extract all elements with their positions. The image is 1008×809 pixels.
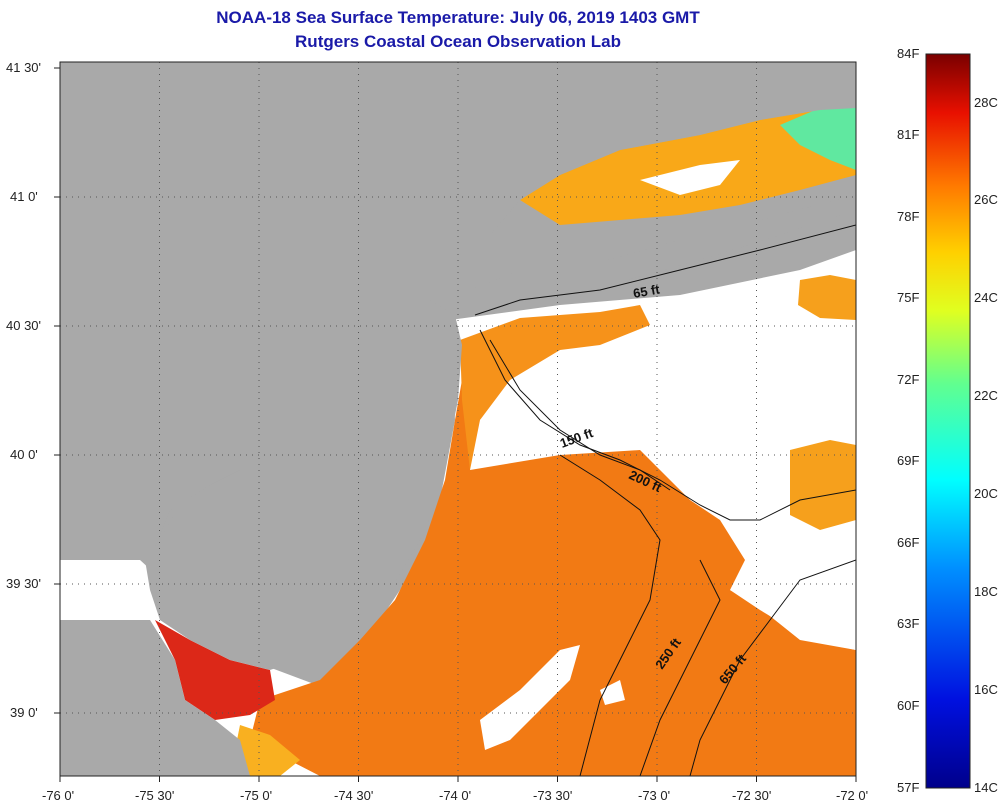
cb-c-label: 28C <box>974 95 998 110</box>
warm-water-region <box>250 345 856 776</box>
lon-tick: -72 30' <box>732 788 771 803</box>
cb-c-label: 22C <box>974 388 998 403</box>
delaware-bay-water <box>155 620 275 720</box>
cb-f-label: 84F <box>897 46 919 61</box>
cb-f-label: 81F <box>897 127 919 142</box>
map-title: NOAA-18 Sea Surface Temperature: July 06… <box>216 8 700 27</box>
cb-c-label: 26C <box>974 192 998 207</box>
cb-c-label: 24C <box>974 290 998 305</box>
lon-tick: -72 0' <box>836 788 868 803</box>
bathymetry-contours <box>474 224 856 776</box>
grid-lines <box>60 62 856 776</box>
axis-ticks <box>54 67 857 782</box>
depth-label: 65 ft <box>632 281 662 301</box>
cb-c-label: 16C <box>974 682 998 697</box>
lon-tick: -73 30' <box>533 788 572 803</box>
cb-f-label: 60F <box>897 698 919 713</box>
east-warm-patch <box>790 440 856 530</box>
east-warm-patch-2 <box>798 275 856 320</box>
cloud-south-2 <box>600 680 625 705</box>
colorbar-fahrenheit-labels: 84F 81F 78F 75F 72F 69F 66F 63F 60F 57F <box>897 46 919 795</box>
lon-tick: -75 0' <box>240 788 272 803</box>
cloud-south-1 <box>480 645 580 750</box>
lon-tick: -76 0' <box>42 788 74 803</box>
lon-tick: -75 30' <box>135 788 174 803</box>
lat-tick: 41 30' <box>6 60 41 75</box>
new-jersey-land <box>60 62 520 670</box>
cb-f-label: 72F <box>897 372 919 387</box>
connecticut-land <box>470 62 856 250</box>
lat-tick: 40 0' <box>10 447 38 462</box>
delaware-bay-mouth <box>235 725 300 776</box>
cloud-center <box>480 290 856 480</box>
lat-tick: 39 30' <box>6 576 41 591</box>
delmarva-land <box>60 620 250 776</box>
cb-f-label: 69F <box>897 453 919 468</box>
lat-tick: 41 0' <box>10 189 38 204</box>
cloud-east <box>730 585 856 650</box>
lon-tick: -73 0' <box>638 788 670 803</box>
cb-f-label: 57F <box>897 780 919 795</box>
sound-cloud <box>640 160 740 195</box>
lon-tick: -74 0' <box>439 788 471 803</box>
lon-tick: -74 30' <box>334 788 373 803</box>
sound-cool-water <box>780 108 856 170</box>
map-subtitle: Rutgers Coastal Ocean Observation Lab <box>295 32 621 51</box>
cb-f-label: 63F <box>897 616 919 631</box>
longitude-labels: -76 0' -75 30' -75 0' -74 30' -74 0' -73… <box>42 788 868 803</box>
lat-tick: 40 30' <box>6 318 41 333</box>
colorbar <box>925 53 971 789</box>
warm-water-north <box>460 305 650 470</box>
latitude-labels: 41 30' 41 0' 40 30' 40 0' 39 30' 39 0' <box>6 60 41 720</box>
colorbar-celsius-labels: 28C 26C 24C 22C 20C 18C 16C 14C <box>974 95 998 795</box>
cb-f-label: 75F <box>897 290 919 305</box>
cb-c-label: 18C <box>974 584 998 599</box>
cb-f-label: 66F <box>897 535 919 550</box>
cb-f-label: 78F <box>897 209 919 224</box>
lat-tick: 39 0' <box>10 705 38 720</box>
cb-c-label: 14C <box>974 780 998 795</box>
sound-water <box>520 108 856 225</box>
cb-c-label: 20C <box>974 486 998 501</box>
long-island-land <box>470 195 856 305</box>
